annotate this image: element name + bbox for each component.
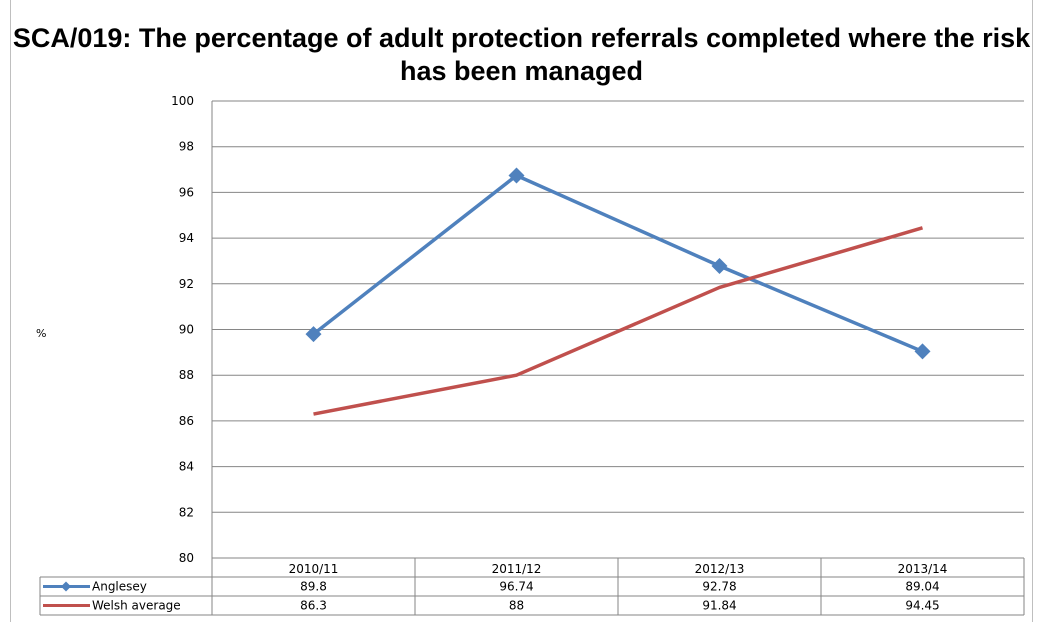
point-anglesey [914,343,931,360]
data-label-anglesey: 89.8 [300,580,327,594]
data-label-anglesey: 96.74 [499,580,533,594]
y-tick-label-88: 88 [179,368,194,382]
legend-marker-anglesey [61,581,71,592]
y-axis-label: % [36,327,47,340]
y-tick-label-96: 96 [179,185,194,199]
y-tick-label-86: 86 [179,414,194,428]
point-anglesey [305,326,322,343]
x-tick-label: 2011/12 [492,562,542,576]
legend-label-anglesey: Anglesey [92,580,147,594]
y-tick-label-94: 94 [179,231,194,245]
chart-title: SCA/019: The percentage of adult protect… [12,23,1031,86]
series-lines [305,167,931,416]
data-label-welsh-average: 86.3 [300,599,327,613]
point-anglesey [711,257,728,274]
y-tick-labels: 80 82 84 86 88 90 92 94 96 98 100 [171,94,194,565]
series-line-anglesey [312,173,924,354]
series-line-welsh-average [313,226,923,416]
point-anglesey [508,167,525,184]
y-tick-label-98: 98 [179,140,194,154]
y-tick-label-90: 90 [179,323,194,337]
data-table: 2010/11 2011/12 2012/13 2013/14 Anglesey 89.8… [39,557,1025,616]
y-tick-label-82: 82 [179,505,194,519]
x-tick-label: 2012/13 [695,562,745,576]
data-label-anglesey: 92.78 [702,580,736,594]
y-tick-label-80: 80 [179,551,194,565]
data-label-welsh-average: 91.84 [702,599,736,613]
x-tick-label: 2010/11 [289,562,339,576]
y-tick-label-92: 92 [179,277,194,291]
chart-frame [10,0,1033,622]
data-label-anglesey: 89.04 [905,580,939,594]
legend-label-welsh-average: Welsh average [92,599,181,613]
y-tick-label-100: 100 [171,94,194,108]
data-label-welsh-average: 88 [509,599,524,613]
data-label-welsh-average: 94.45 [905,599,939,613]
y-tick-label-84: 84 [179,460,194,474]
x-tick-label: 2013/14 [898,562,948,576]
